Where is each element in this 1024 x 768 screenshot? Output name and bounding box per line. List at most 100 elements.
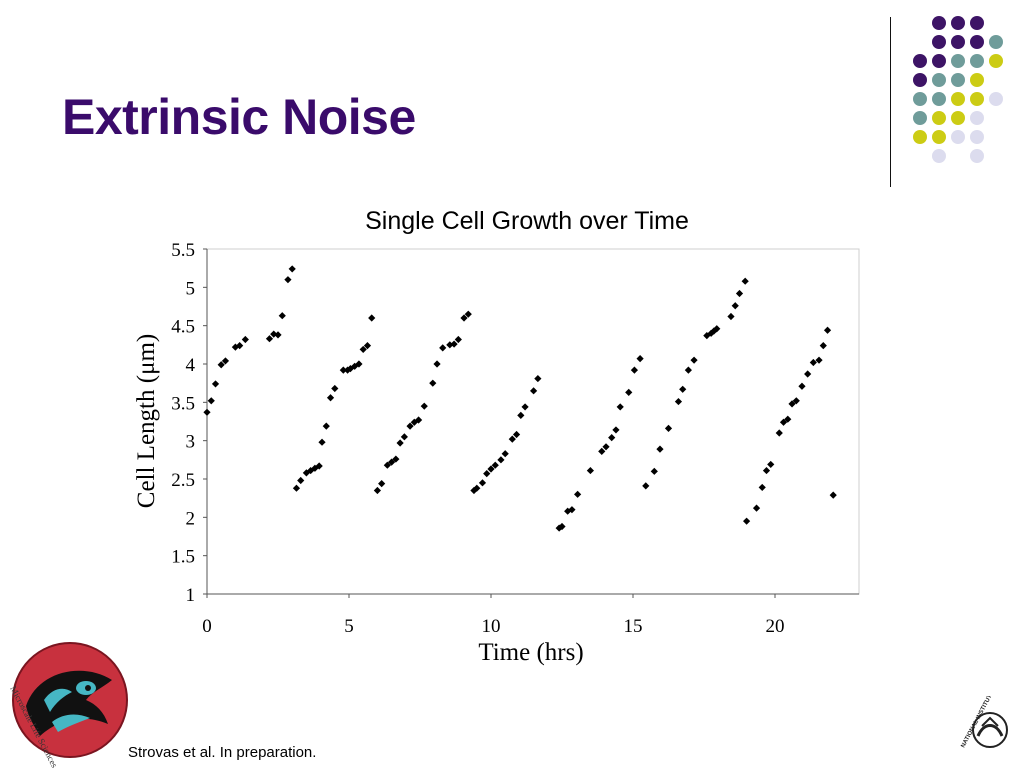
data-point xyxy=(758,483,766,492)
data-point xyxy=(396,439,404,447)
data-point xyxy=(363,342,372,350)
decorative-dot xyxy=(970,73,984,87)
data-point xyxy=(534,374,542,383)
data-point xyxy=(241,335,249,344)
data-point xyxy=(420,402,428,410)
data-point xyxy=(203,408,211,416)
decorative-dot xyxy=(970,149,984,163)
data-point xyxy=(815,356,823,364)
data-point xyxy=(343,366,352,374)
data-point xyxy=(318,438,326,446)
data-point xyxy=(373,486,381,495)
data-point xyxy=(792,397,800,405)
data-point xyxy=(211,380,220,388)
data-point xyxy=(809,358,817,367)
data-point xyxy=(762,466,771,475)
y-tick-label: 2.5 xyxy=(171,470,195,491)
data-point xyxy=(767,460,775,469)
axes xyxy=(206,249,859,595)
data-point xyxy=(392,455,400,463)
data-point xyxy=(454,335,462,344)
data-point xyxy=(684,366,692,374)
data-point xyxy=(501,450,509,458)
x-tick-label: 0 xyxy=(202,616,212,637)
decorative-dot xyxy=(951,54,965,68)
data-point xyxy=(713,325,721,333)
data-point xyxy=(656,445,664,453)
data-point xyxy=(297,476,305,485)
y-tick-label: 5.5 xyxy=(171,240,195,261)
data-point xyxy=(292,484,301,492)
data-point xyxy=(642,482,650,490)
mlsc-logo: Microscale Life Sciences Center xyxy=(8,642,128,768)
chart-title: Single Cell Growth over Time xyxy=(365,207,689,235)
decorative-dot xyxy=(951,130,965,144)
data-point xyxy=(217,361,225,369)
data-point xyxy=(433,360,441,368)
data-point xyxy=(602,443,610,451)
decorative-dot xyxy=(989,35,1003,49)
data-point xyxy=(674,397,683,406)
data-point xyxy=(339,366,347,374)
decorative-dot xyxy=(913,92,927,106)
data-point xyxy=(568,506,576,514)
x-axis-label: Time (hrs) xyxy=(478,639,583,666)
data-point xyxy=(598,447,606,455)
data-point xyxy=(278,312,286,320)
decorative-dot xyxy=(932,111,946,125)
data-point xyxy=(521,403,529,411)
data-point xyxy=(555,524,563,532)
data-point xyxy=(346,365,355,373)
data-point xyxy=(530,387,538,395)
data-point xyxy=(735,289,744,298)
data-point xyxy=(564,507,572,515)
data-point xyxy=(636,355,644,363)
data-points xyxy=(203,265,837,532)
data-point xyxy=(383,461,391,469)
nih-logo: NATIONAL INSTITUTES OF HEALTH xyxy=(960,696,1013,749)
data-point xyxy=(743,517,751,525)
data-point xyxy=(270,330,278,338)
decorative-dot-grid xyxy=(913,16,1003,163)
data-point xyxy=(221,357,230,365)
slide-title: Extrinsic Noise xyxy=(62,89,416,145)
data-point xyxy=(460,314,468,322)
data-point xyxy=(378,480,386,488)
data-point xyxy=(450,340,458,348)
data-point xyxy=(491,461,499,469)
data-point xyxy=(707,329,715,337)
data-point xyxy=(690,356,698,364)
decorative-dot xyxy=(932,92,946,106)
data-point xyxy=(630,366,639,374)
data-point xyxy=(464,310,472,318)
data-point xyxy=(650,467,658,475)
data-point xyxy=(302,469,310,477)
plot-area xyxy=(206,248,860,595)
data-point xyxy=(429,379,437,387)
decorative-dot xyxy=(932,54,946,68)
data-point xyxy=(274,331,282,339)
x-ticks: 0 5 10 15 20 xyxy=(202,594,785,637)
decorative-dot xyxy=(932,35,946,49)
data-point xyxy=(679,385,687,393)
data-point xyxy=(288,265,296,273)
data-point xyxy=(265,335,274,343)
data-point xyxy=(331,384,339,393)
y-ticks: 1 1.5 2 2.5 3 3.5 4 4.5 5 5.5 xyxy=(171,240,207,606)
decorative-dot xyxy=(932,16,946,30)
decorative-dot xyxy=(932,130,946,144)
data-point xyxy=(829,491,837,499)
data-point xyxy=(207,397,215,405)
data-point xyxy=(625,388,633,396)
data-point xyxy=(586,466,594,475)
y-tick-label: 1 xyxy=(186,585,196,606)
data-point xyxy=(727,312,735,321)
data-point xyxy=(784,415,792,423)
data-point xyxy=(388,458,396,466)
x-tick-label: 15 xyxy=(624,616,643,637)
x-tick-label: 5 xyxy=(344,616,354,637)
data-point xyxy=(798,382,806,390)
decorative-dot xyxy=(989,92,1003,106)
data-point xyxy=(731,302,739,310)
decorative-dot xyxy=(951,35,965,49)
